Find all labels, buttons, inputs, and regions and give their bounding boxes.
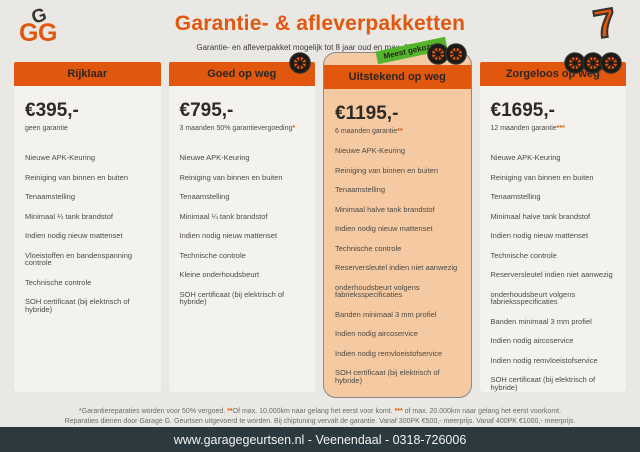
footnote-text: *Garantiereparaties worden voor 50% verg… (78, 408, 228, 415)
footer-bar: www.garagegeurtsen.nl - Veenendaal - 031… (0, 427, 640, 452)
tire-icon (564, 52, 586, 74)
feature-item: Tenaamstelling (335, 185, 386, 194)
feature-item: Indien nodig aircoservice (490, 336, 574, 345)
footnote-asterisks: ** (227, 408, 233, 415)
feature-item: Nieuwe APK-Keuring (335, 146, 406, 155)
price-note: geen garantie (25, 125, 150, 132)
feature-item: Minimaal halve tank brandstof (335, 204, 435, 214)
footer-contact: www.garagegeurtsen.nl - Veenendaal - 031… (173, 432, 467, 447)
price-note-text: 12 maanden garantie (490, 125, 557, 132)
feature-item: Minimaal ¼ tank brandstof (179, 211, 268, 221)
tire-icon (444, 43, 467, 65)
package-card: Meest gekozen Uitstekend op weg €1195,- … (323, 36, 472, 398)
feature-item: Reiniging van binnen en buiten (335, 165, 438, 175)
price-block: €1195,- 6 maanden garantie** (324, 89, 471, 135)
price-block: €1695,- 12 maanden garantie*** (480, 86, 627, 132)
feature-item: Technische controle (25, 277, 92, 287)
feature-item: Indien nodig remvloeistofservice (490, 355, 598, 365)
garage-geurtsen-logo: G G G (16, 4, 66, 52)
feature-list: Nieuwe APK-Keuring Reiniging van binnen e… (169, 132, 316, 306)
package-name: Goed op weg (168, 62, 315, 86)
package-card: Zorgeloos op weg €1695,- 12 maanden gara… (479, 52, 627, 392)
feature-item: Reserversleutel indien niet aanwezig (490, 270, 613, 279)
wheel-icons (289, 52, 311, 74)
feature-list: Nieuwe APK-Keuring Reiniging van binnen e… (480, 132, 627, 391)
footnote-line-2: Reparaties dienen door Garage G. Geurtse… (64, 418, 576, 426)
feature-item: Reserversleutel indien niet aanwezig (335, 263, 458, 272)
price-note: 12 maanden garantie*** (491, 125, 616, 132)
feature-item: Technische controle (335, 243, 402, 253)
feature-item: SOH certificaat (bij elektrisch of hybri… (25, 297, 130, 314)
price-note-asterisks: ** (397, 128, 403, 135)
packages-row: Rijklaar €395,- geen garantie Nieuwe APK… (0, 36, 640, 398)
package-name: Rijklaar (14, 62, 161, 86)
price-note: 6 maanden garantie** (335, 128, 460, 135)
header: G G G Garantie- & afleverpakketten Garan… (0, 0, 640, 56)
feature-item: Tenaamstelling (179, 192, 230, 201)
feature-item: Indien nodig nieuw mattenset (179, 231, 278, 240)
package-name: Uitstekend op weg (324, 65, 471, 89)
package-price: €395,- (25, 100, 79, 121)
price-note-text: 3 maanden 50% garantievergoeding (179, 125, 293, 132)
feature-item: Indien nodig aircoservice (335, 329, 418, 338)
feature-list: Nieuwe APK-Keuring Reiniging van binnen e… (14, 132, 161, 313)
feature-item: Indien nodig nieuw mattenset (25, 231, 123, 240)
tire-icon (289, 52, 311, 74)
feature-item: Minimaal halve tank brandstof (490, 211, 591, 221)
feature-item: Technische controle (179, 250, 246, 260)
feature-item: Reiniging van binnen en buiten (179, 172, 283, 182)
logo-letter-left: G (19, 19, 39, 47)
feature-item: Nieuwe APK-Keuring (179, 153, 250, 162)
feature-item: onderhoudsbeurt volgens fabrieksspecific… (490, 289, 576, 306)
logo-letter-right: G (38, 19, 58, 47)
price-note-text: geen garantie (25, 125, 68, 132)
footnote-asterisks: *** (394, 408, 403, 415)
package-price: €795,- (179, 100, 234, 121)
package-card: Rijklaar €395,- geen garantie Nieuwe APK… (14, 62, 161, 392)
price-block: €795,- 3 maanden 50% garantievergoeding* (169, 86, 316, 132)
feature-item: Vloeistoffen en bandenspanning controle (25, 250, 133, 267)
feature-item: Reiniging van binnen en buiten (25, 172, 128, 182)
feature-item: onderhoudsbeurt volgens fabrieksspecific… (335, 282, 420, 299)
feature-item: Banden minimaal 3 mm profiel (490, 316, 592, 326)
feature-item: Tenaamstelling (25, 192, 76, 201)
feature-item: SOH certificaat (bij elektrisch of hybri… (490, 375, 596, 392)
tire-icon (426, 43, 449, 65)
package-card: Goed op weg €795,- 3 maanden 50% garanti… (168, 52, 316, 392)
tire-icon (600, 52, 622, 74)
feature-item: Technische controle (490, 250, 557, 260)
price-note-text: 6 maanden garantie (335, 128, 398, 135)
footnote-text: Of max. 10.000km naar gelang het eerst v… (232, 408, 395, 415)
feature-item: SOH certificaat (bij elektrisch of hybri… (335, 368, 440, 385)
footnotes: *Garantiereparaties worden voor 50% verg… (0, 407, 640, 427)
feature-item: Banden minimaal 3 mm profiel (335, 309, 437, 319)
feature-item: Minimaal ¼ tank brandstof (25, 211, 113, 221)
feature-item: Reiniging van binnen en buiten (490, 172, 594, 182)
page-subtitle: Garantie- en afleverpakket mogelijk tot … (196, 43, 444, 52)
feature-item: Indien nodig remvloeistofservice (335, 348, 443, 358)
feature-item: SOH certificaat (bij elektrisch of hybri… (179, 289, 285, 306)
package-price: €1195,- (335, 103, 399, 124)
feature-item: Nieuwe APK-Keuring (25, 153, 96, 162)
package-price: €1695,- (490, 100, 555, 121)
price-note: 3 maanden 50% garantievergoeding* (180, 125, 305, 132)
wheel-icons (426, 43, 467, 65)
price-note-asterisks: *** (556, 125, 565, 132)
price-note-asterisks: * (292, 125, 296, 132)
feature-item: Kleine onderhoudsbeurt (179, 270, 260, 279)
feature-item: Nieuwe APK-Keuring (490, 153, 561, 162)
feature-item: Tenaamstelling (490, 192, 541, 201)
footnote-text: of max. 20.000km naar gelang het eerst v… (402, 408, 562, 415)
page-title: Garantie- & afleverpakketten (174, 12, 466, 35)
feature-item: Indien nodig nieuw mattenset (335, 224, 433, 233)
feature-list: Nieuwe APK-Keuring Reiniging van binnen e… (324, 135, 471, 384)
wheel-icons (564, 52, 622, 74)
feature-item: Indien nodig nieuw mattenset (490, 231, 589, 240)
footnote-line-1: *Garantiereparaties worden voor 50% verg… (0, 407, 640, 417)
price-block: €395,- geen garantie (14, 86, 161, 132)
